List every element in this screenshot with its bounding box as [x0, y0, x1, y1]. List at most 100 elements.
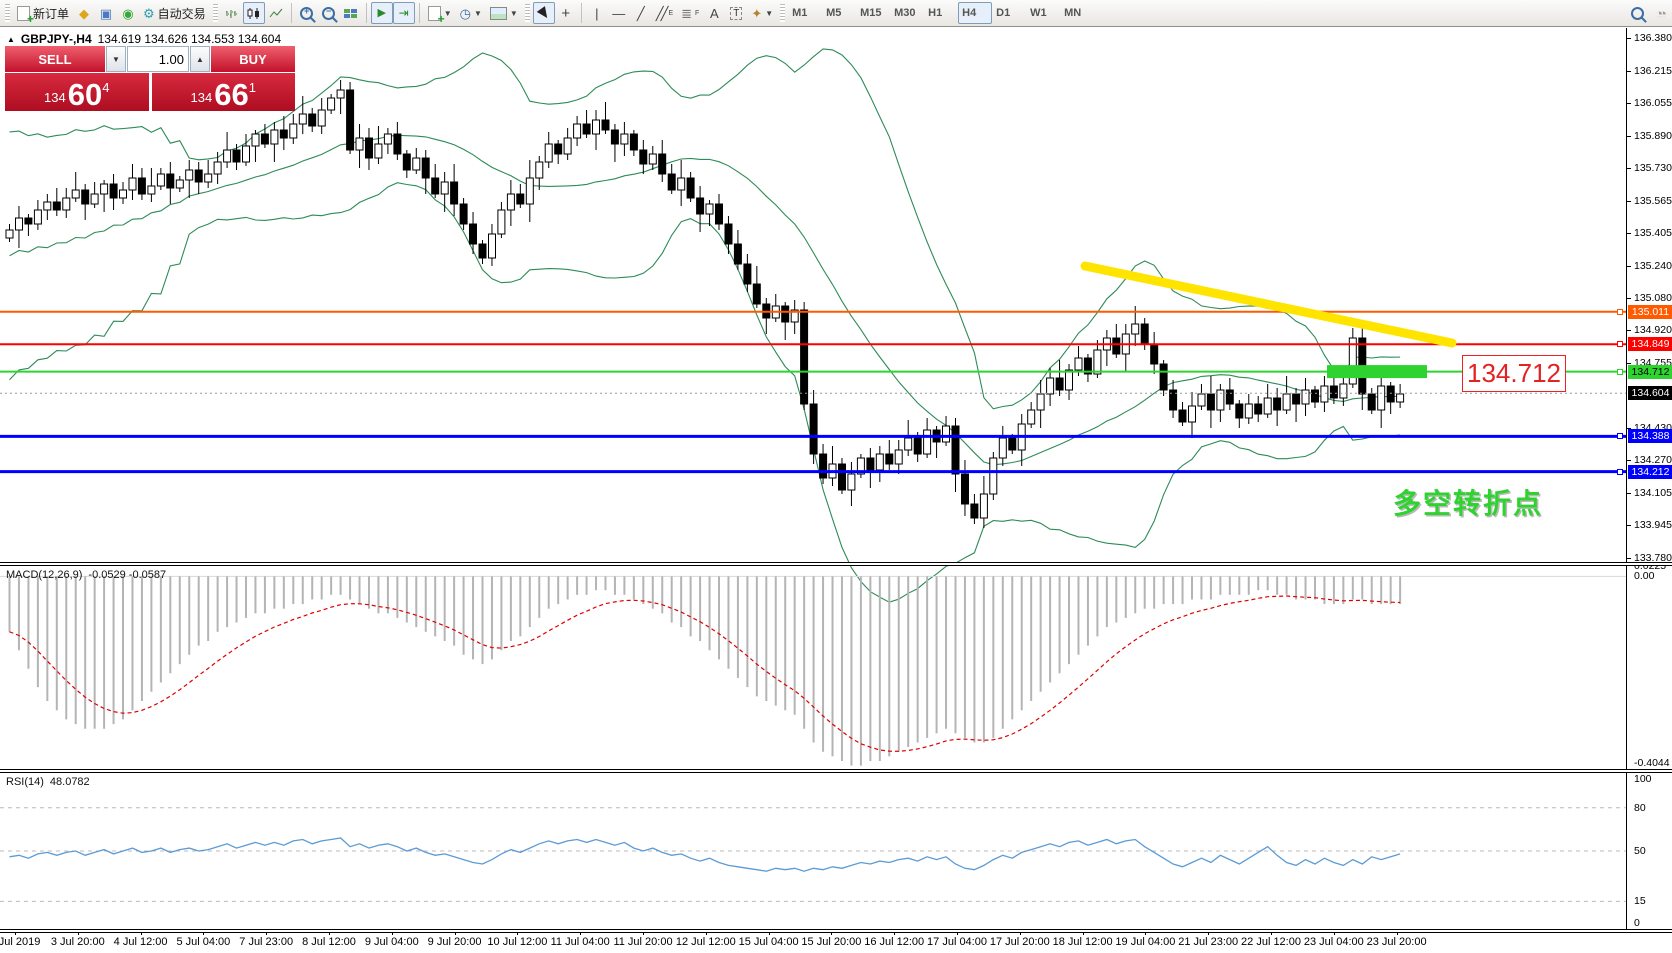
timeframe-d1-button[interactable]: D1 [992, 2, 1026, 24]
price-level-text-box[interactable]: 134.712 [1462, 355, 1566, 392]
timeframe-h1-button[interactable]: H1 [924, 2, 958, 24]
time-tick-label: 3 Jul 2019 [0, 936, 41, 948]
pane-separator[interactable] [0, 562, 1672, 566]
price-tick-label: 136.055 [1634, 97, 1672, 109]
time-tick-label: 8 Jul 12:00 [302, 936, 356, 948]
price-level-badge: 135.011 [1628, 304, 1672, 319]
timeframe-label: H4 [962, 7, 977, 19]
volume-increase-button[interactable]: ▲ [190, 46, 210, 72]
arrows-button[interactable]: ✦ ▼ [747, 2, 777, 24]
time-tick-label: 19 Jul 04:00 [1115, 936, 1176, 948]
time-tick [1208, 933, 1210, 935]
price-tick-label: 135.890 [1634, 130, 1672, 142]
auto-trading-label: 自动交易 [157, 6, 206, 21]
timeframe-m15-button[interactable]: M15 [856, 2, 890, 24]
toolbar-grip[interactable] [5, 4, 10, 22]
level-drag-handle[interactable] [1617, 433, 1623, 440]
toolbar-grip[interactable] [524, 4, 530, 22]
buy-price-display[interactable]: 134 66 1 [151, 73, 295, 111]
auto-trading-button[interactable]: ⚙ 自动交易 [139, 2, 210, 24]
gem-icon: ◆ [79, 5, 90, 21]
pane-separator[interactable] [0, 769, 1672, 773]
chart-shift-button[interactable]: ⇥ [392, 2, 415, 24]
level-drag-handle[interactable] [1617, 368, 1623, 375]
highlight-segment [1327, 365, 1427, 379]
chevron-down-icon: ▼ [509, 8, 518, 18]
cursor-button[interactable] [532, 2, 555, 24]
timeframe-label: MN [1064, 7, 1082, 19]
time-tick [957, 933, 958, 935]
price-tick-label: 134.105 [1634, 487, 1672, 499]
macd-tick-label: 0.00 [1634, 570, 1655, 583]
candles-layer [5, 80, 1405, 528]
timeframe-m30-button[interactable]: M30 [890, 2, 924, 24]
price-axis[interactable]: 135.011 134.849 134.712 134.388 134.212 134.6… [1626, 28, 1672, 930]
price-tick [1627, 363, 1631, 364]
sound-button[interactable]: ◉ [117, 2, 139, 24]
buy-button[interactable]: BUY [211, 46, 295, 72]
time-tick-label: 15 Jul 04:00 [738, 936, 799, 948]
price-tick [1627, 201, 1631, 202]
search-button[interactable] [1626, 2, 1648, 24]
candlestick-chart-button[interactable] [242, 2, 265, 24]
crosshair-button[interactable]: + [555, 2, 577, 24]
time-tick [77, 933, 79, 935]
channel-button[interactable]: ╱╱ E [652, 2, 677, 24]
timeframe-w1-button[interactable]: W1 [1026, 2, 1060, 24]
gem-button[interactable]: ◆ [73, 2, 95, 24]
time-tick-label: 23 Jul 04:00 [1303, 936, 1364, 948]
chat-button[interactable]: ◔◔ [1648, 2, 1670, 24]
auto-scroll-button[interactable]: ▶ [370, 2, 393, 24]
vertical-line-button[interactable]: | [586, 2, 608, 24]
zoom-out-button[interactable]: − [318, 2, 340, 24]
fibonacci-button[interactable]: ≣ F [677, 2, 703, 24]
time-axis[interactable]: 3 Jul 2019 3 Jul 20:00 4 Jul 12:00 5 Jul 04… [0, 933, 1626, 953]
timeframe-m5-button[interactable]: M5 [822, 2, 856, 24]
new-chart-button[interactable]: + ▼ [424, 2, 456, 25]
price-tick-label: 134.270 [1634, 454, 1672, 466]
bollinger-bands-layer [9, 48, 1401, 603]
fibonacci-sub: F [695, 9, 700, 17]
time-tick-label: 17 Jul 04:00 [927, 936, 987, 948]
collapse-icon[interactable]: ▲ [7, 34, 15, 44]
time-tick-label: 16 Jul 12:00 [864, 936, 925, 948]
time-tick-label: 3 Jul 20:00 [50, 936, 105, 948]
profile-button[interactable]: ▣ [95, 2, 117, 24]
template-button[interactable]: ▼ [486, 2, 522, 24]
toolbar-grip[interactable] [780, 4, 786, 22]
auto-scroll-icon: ▶ [377, 6, 386, 19]
price-tick-label: 134.920 [1634, 324, 1672, 336]
time-tick-label: 18 Jul 12:00 [1052, 936, 1113, 948]
timeframe-mn-button[interactable]: MN [1060, 2, 1094, 24]
text-label-button[interactable]: T [725, 2, 747, 24]
sell-button[interactable]: SELL [5, 46, 105, 72]
volume-decrease-button[interactable]: ▼ [106, 46, 126, 72]
sell-price-display[interactable]: 134 60 4 [5, 73, 149, 111]
price-level-badge: 134.212 [1628, 464, 1672, 479]
profile-icon: ▣ [99, 5, 113, 21]
timeframe-m1-button[interactable]: M1 [788, 2, 822, 24]
trendline-button[interactable]: ╱ [630, 2, 652, 24]
horizontal-line-button[interactable]: — [608, 2, 630, 24]
bar-chart-button[interactable] [221, 2, 243, 24]
text-label-icon: T [730, 6, 743, 20]
zoom-in-button[interactable]: + [296, 2, 318, 24]
level-drag-handle[interactable] [1617, 468, 1623, 475]
volume-input[interactable] [127, 46, 189, 72]
toolbar-grip[interactable] [212, 4, 218, 22]
clock-icon: ◷ [459, 5, 471, 21]
price-level-badge: 134.712 [1628, 364, 1672, 379]
text-tool-button[interactable]: A [703, 2, 725, 24]
vertical-line-icon: | [595, 5, 599, 21]
level-drag-handle[interactable] [1617, 341, 1623, 348]
turning-point-annotation[interactable]: 多空转折点 [1393, 488, 1544, 519]
period-button[interactable]: ◷ ▼ [456, 2, 486, 24]
tile-windows-button[interactable] [340, 2, 362, 24]
line-chart-button[interactable] [265, 2, 287, 24]
new-order-button[interactable]: + 新订单 [13, 2, 73, 25]
level-drag-handle[interactable] [1617, 308, 1623, 315]
timeframe-h4-button[interactable]: H4 [958, 2, 993, 24]
